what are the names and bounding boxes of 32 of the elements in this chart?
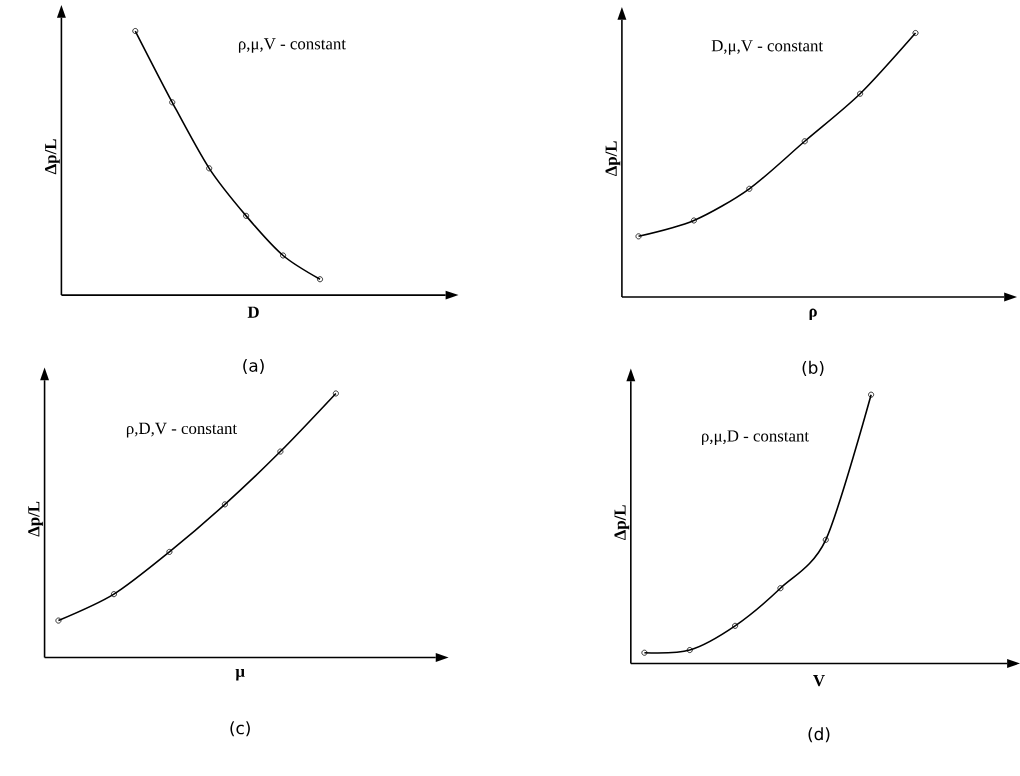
- text: (c): [230, 721, 250, 737]
- x-axis-title: ρ: [809, 308, 817, 320]
- point: [169, 99, 176, 106]
- text: (a): [243, 358, 264, 374]
- point: [857, 90, 864, 97]
- point: [801, 138, 808, 145]
- point: [166, 548, 173, 555]
- y-axis-title: Δp/L: [28, 501, 43, 537]
- point: [280, 252, 287, 259]
- point: [732, 622, 739, 629]
- text: (d): [808, 727, 830, 743]
- annotation: ρ,D,V - constant: [126, 422, 238, 438]
- annotation: ρ,μ,V - constant: [238, 38, 346, 53]
- x-axis-title: V: [813, 674, 825, 687]
- x-axis-title: μ: [235, 668, 245, 681]
- point: [277, 448, 284, 455]
- y-axis-title: Δp/L: [45, 139, 60, 174]
- x-axis-title: D: [247, 306, 259, 318]
- point: [243, 212, 250, 219]
- point: [746, 185, 753, 192]
- text: (b): [802, 360, 824, 376]
- y-axis-title: Δp/L: [605, 141, 621, 176]
- annotation: D,μ,V - constant: [711, 40, 824, 55]
- point: [686, 646, 693, 653]
- point: [777, 585, 784, 592]
- point: [206, 165, 213, 172]
- point: [221, 501, 228, 508]
- annotation: ρ,μ,D - constant: [702, 430, 809, 445]
- point: [690, 217, 697, 224]
- y-axis-title: Δp/L: [614, 504, 630, 540]
- point: [822, 536, 829, 543]
- point: [110, 591, 117, 597]
